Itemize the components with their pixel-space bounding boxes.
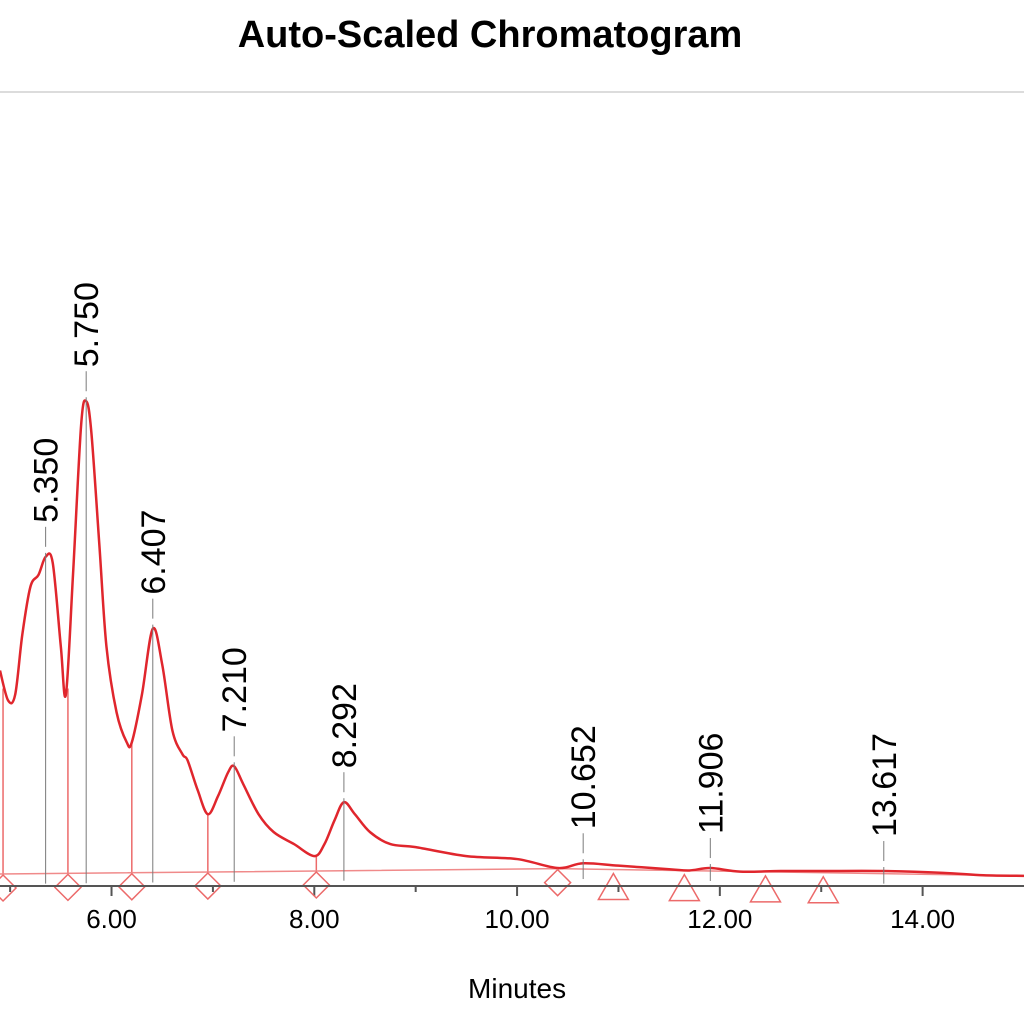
peak-label: 10.652 (565, 725, 603, 829)
peak-boundary-triangle (806, 875, 840, 904)
x-tick-label: 8.00 (289, 904, 340, 934)
x-axis-label: Minutes (468, 973, 566, 1004)
x-tick-label: 6.00 (86, 904, 137, 934)
peak-boundary-diamond (117, 872, 146, 901)
peak-boundary-diamond (302, 870, 331, 900)
peak-label: 6.407 (135, 510, 173, 595)
peak-label: 8.292 (326, 683, 364, 768)
peak-label: 5.350 (28, 438, 66, 523)
peak-boundary-triangle (668, 873, 701, 902)
peak-label: 5.750 (68, 282, 106, 367)
peak-boundary-diamond (543, 868, 572, 897)
x-tick-label: 12.00 (687, 904, 752, 934)
peak-boundary-triangle (749, 874, 782, 903)
peak-boundary-diamond (53, 873, 82, 902)
peak-boundary-diamond (0, 873, 18, 903)
peak-label: 13.617 (866, 733, 904, 837)
peak-label: 7.210 (216, 647, 254, 732)
x-tick-label: 10.00 (485, 904, 550, 934)
chart-title: Auto-Scaled Chromatogram (237, 14, 743, 56)
peak-label: 11.906 (692, 733, 730, 834)
title-divider (0, 91, 1024, 93)
x-tick-label: 14.00 (890, 904, 955, 934)
chromatogram-trace (0, 399, 1024, 878)
peak-boundary-diamond (193, 871, 222, 901)
